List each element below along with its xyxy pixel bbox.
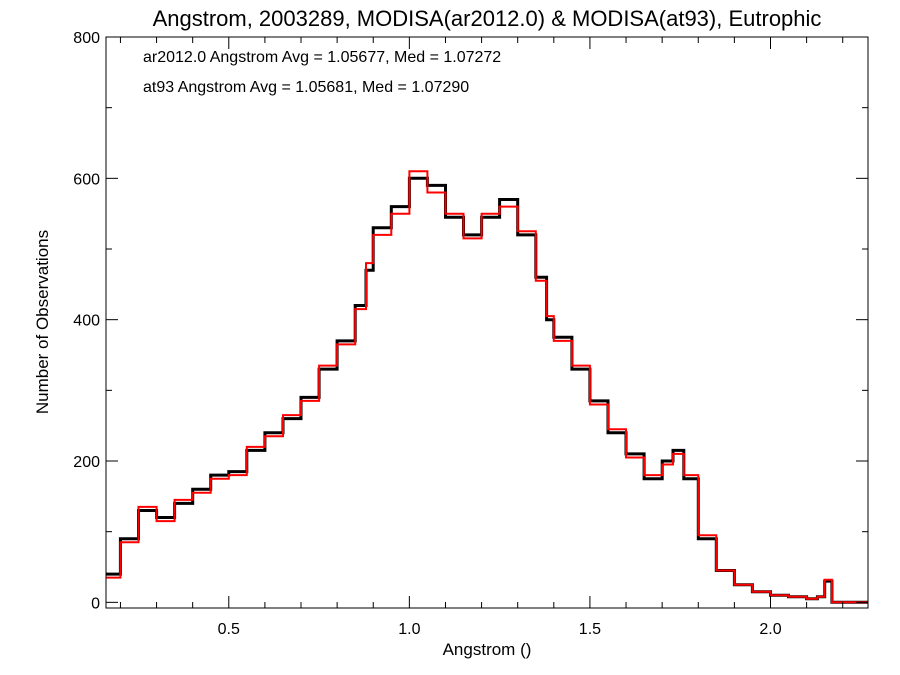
annotation-ar2012: ar2012.0 Angstrom Avg = 1.05677, Med = 1… xyxy=(143,49,501,66)
y-tick-label: 600 xyxy=(73,171,100,188)
x-tick-label: 2.0 xyxy=(759,621,781,638)
y-tick-label: 0 xyxy=(91,595,100,612)
plot-frame xyxy=(105,36,869,609)
y-tick-label: 800 xyxy=(73,30,100,47)
annotation-at93: at93 Angstrom Avg = 1.05681, Med = 1.072… xyxy=(143,79,469,96)
x-tick-label: 1.0 xyxy=(398,621,420,638)
y-tick-label: 200 xyxy=(73,454,100,471)
chart-title: Angstrom, 2003289, MODISA(ar2012.0) & MO… xyxy=(153,6,822,31)
series-at93-line xyxy=(106,170,868,604)
x-tick-label: 0.5 xyxy=(218,621,240,638)
series-ar2012.0-line xyxy=(106,176,868,604)
x-axis-label: Angstrom () xyxy=(443,640,532,659)
y-axis-label: Number of Observations xyxy=(33,230,52,414)
y-tick-label: 400 xyxy=(73,313,100,330)
x-tick-label: 1.5 xyxy=(579,621,601,638)
plot-area xyxy=(106,170,868,604)
axes: 0.5 1.0 1.5 2.0 0 200 400 600 800 xyxy=(73,30,868,638)
